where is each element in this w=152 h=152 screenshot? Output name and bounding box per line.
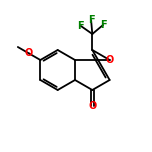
Text: O: O (88, 101, 97, 111)
Text: O: O (105, 55, 114, 65)
Text: F: F (78, 21, 84, 31)
Text: O: O (25, 48, 33, 59)
Text: F: F (100, 20, 106, 30)
Text: F: F (88, 15, 94, 25)
